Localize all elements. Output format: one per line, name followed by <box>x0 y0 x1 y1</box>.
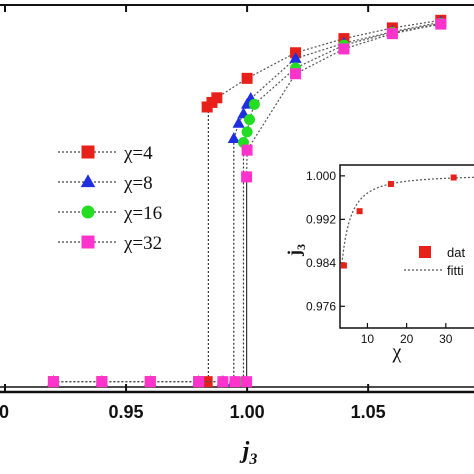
data-point <box>248 98 260 110</box>
main-plot: 0 0.95 1.00 1.05 j3 <box>0 4 474 468</box>
data-point <box>241 72 253 84</box>
series-3 <box>47 18 447 388</box>
main-x-ticks: 0 0.95 1.00 1.05 <box>0 5 386 422</box>
inset-y-title: j3 <box>284 244 308 257</box>
x-axis-title: j3 <box>239 438 258 468</box>
inset-y-tick-label: 0.992 <box>306 212 336 226</box>
data-point <box>241 376 253 388</box>
inset-legend-label: fitti <box>447 263 464 278</box>
data-point <box>241 171 253 183</box>
inset-plot: 10 20 30 0.976 0.984 0.992 1.000 χ j3 dat fitti <box>284 164 474 363</box>
data-point <box>241 126 253 138</box>
inset-ticks: 10 20 30 0.976 0.984 0.992 1.000 <box>306 169 453 346</box>
inset-y-title-subscript: 3 <box>294 244 308 250</box>
data-point <box>386 28 398 40</box>
data-point <box>217 376 229 388</box>
inset-x-title: χ <box>392 341 402 363</box>
x-tick-label: 0 <box>0 402 9 422</box>
legend-marker <box>81 145 95 159</box>
inset-legend-label: dat <box>447 245 465 260</box>
inset-legend-marker <box>419 246 431 258</box>
inset-series-group <box>340 174 474 269</box>
data-point <box>193 376 205 388</box>
legend-label: χ=32 <box>123 233 162 254</box>
legend-marker <box>80 174 96 188</box>
inset-data-point <box>356 208 363 215</box>
data-point <box>338 43 350 55</box>
data-point <box>232 116 245 128</box>
main-series-group <box>47 14 447 388</box>
series-line-upper <box>246 23 441 177</box>
inset-y-tick-label: 1.000 <box>306 169 336 183</box>
data-point <box>211 92 223 104</box>
inset-y-tick-label: 0.976 <box>306 299 336 313</box>
inset-x-tick-label: 20 <box>400 332 414 346</box>
inset-frame <box>339 164 474 329</box>
x-tick-label: 0.95 <box>109 402 144 422</box>
main-legend: χ=4 χ=8 χ=16 χ=32 <box>58 143 162 254</box>
series-line-upper <box>206 19 441 108</box>
inset-data-point <box>387 181 394 188</box>
data-point <box>144 376 156 388</box>
legend-label: χ=4 <box>123 143 153 164</box>
data-point <box>229 376 241 388</box>
legend-marker <box>81 235 95 249</box>
data-point <box>435 18 447 30</box>
data-point <box>47 376 59 388</box>
data-point <box>241 144 253 156</box>
legend-marker <box>81 205 95 219</box>
inset-y-tick-label: 0.984 <box>306 256 336 270</box>
data-point <box>227 132 240 144</box>
x-tick-label: 1.05 <box>351 402 386 422</box>
x-tick-label: 1.00 <box>230 402 265 422</box>
inset-x-tick-label: 10 <box>361 332 375 346</box>
x-axis-title-subscript: 3 <box>248 451 257 468</box>
inset-data-point <box>340 262 347 269</box>
data-point <box>96 376 108 388</box>
data-point <box>244 114 256 126</box>
inset-x-tick-label: 30 <box>439 332 453 346</box>
data-point <box>289 51 302 63</box>
data-point <box>290 68 302 80</box>
legend-label: χ=8 <box>123 173 153 194</box>
legend-label: χ=16 <box>123 203 162 224</box>
inset-data-point <box>450 174 457 181</box>
inset-fit-curve <box>341 176 474 260</box>
inset-legend: dat fitti <box>404 245 465 278</box>
